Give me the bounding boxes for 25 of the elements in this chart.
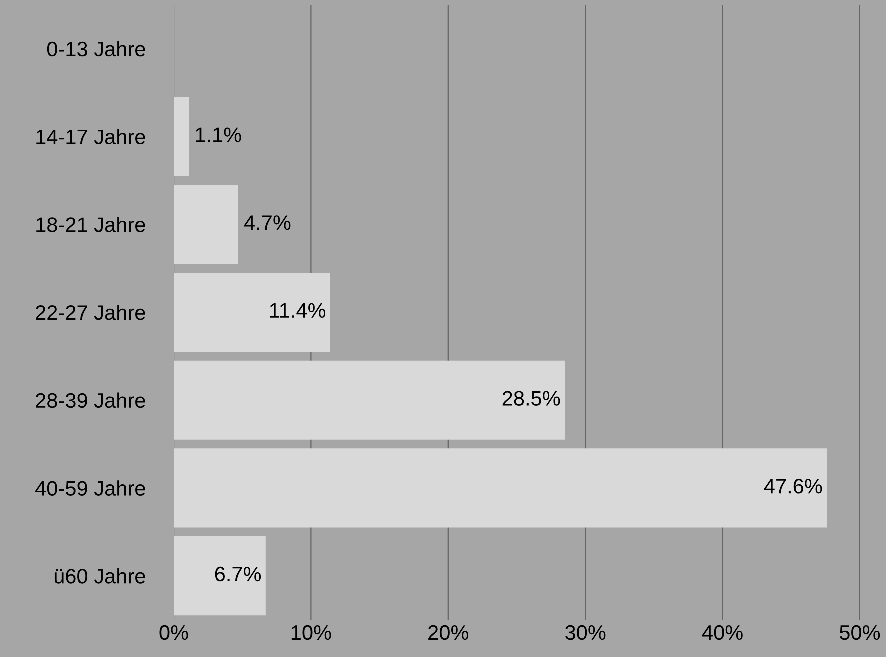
- y-tick-label: 28-39 Jahre: [36, 392, 146, 408]
- y-tick-label: ü60 Jahre: [54, 568, 146, 584]
- bar: [174, 360, 566, 440]
- data-label: 11.4%: [270, 303, 326, 318]
- x-tick-label: 50%: [840, 625, 880, 640]
- data-label: 28.5%: [502, 391, 560, 406]
- x-tick-label: 20%: [428, 625, 469, 640]
- data-label: 47.6%: [764, 479, 822, 494]
- bar: [174, 536, 266, 616]
- x-tick-label: 30%: [566, 625, 606, 640]
- y-tick-label: 18-21 Jahre: [36, 217, 146, 232]
- y-tick-label: 22-27 Jahre: [36, 304, 146, 320]
- bar: [174, 272, 330, 352]
- x-tick-label: 0%: [160, 625, 188, 640]
- bar: [174, 185, 238, 264]
- bar: [174, 448, 828, 528]
- y-tick-label: 14-17 Jahre: [36, 129, 146, 145]
- y-tick-label: 40-59 Jahre: [36, 480, 146, 496]
- bar: [174, 97, 190, 176]
- data-label: 4.7%: [244, 216, 291, 230]
- x-tick-label: 40%: [702, 625, 743, 640]
- y-tick-label: 0-13 Jahre: [47, 41, 146, 57]
- data-label: 1.1%: [196, 128, 242, 142]
- data-label: 6.7%: [215, 566, 262, 582]
- x-tick-label: 10%: [292, 625, 332, 640]
